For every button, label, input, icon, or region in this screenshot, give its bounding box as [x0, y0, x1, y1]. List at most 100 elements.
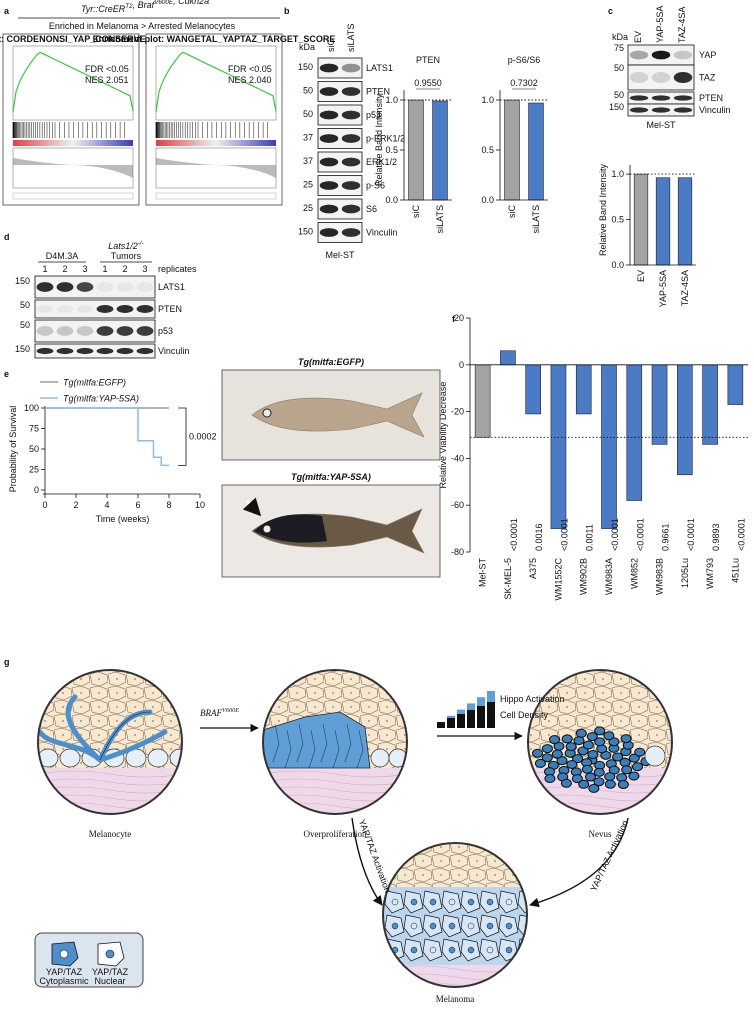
y-tick-label: 1.0: [385, 95, 398, 105]
kda-marker: 150: [15, 276, 30, 286]
nevus-cell: [573, 736, 585, 746]
x-tick-label: WM983B: [655, 558, 665, 595]
lane-label: YAP-5SA: [655, 6, 665, 43]
blot-label: TAZ: [699, 73, 716, 83]
x-tick-label: A375: [528, 558, 538, 579]
bar: [677, 177, 693, 266]
gsea-fdr: FDR <0.05: [228, 64, 272, 74]
blot-label: PTEN: [366, 87, 390, 97]
bar: [408, 99, 424, 201]
x-axis-label: Time (weeks): [96, 514, 150, 524]
nucleus: [429, 898, 437, 906]
genotype-part: , Cdkn2a: [173, 0, 209, 6]
nevus-cell: [565, 742, 577, 752]
blot-band: [36, 347, 54, 355]
hippo-icon-bar: [487, 691, 495, 702]
kda-marker: 150: [298, 62, 313, 72]
density-icon-bar: [447, 718, 455, 728]
blot-band: [319, 204, 339, 214]
blot-band: [116, 282, 134, 292]
blot-row: [34, 299, 156, 319]
nevus-cell: [544, 774, 556, 784]
tissue: [263, 670, 407, 814]
blot-band: [76, 282, 94, 292]
nevus-cell: [628, 753, 640, 763]
blot-label: YAP: [699, 50, 716, 60]
blot-band: [319, 87, 339, 96]
fish-eye: [262, 408, 272, 418]
blot-band: [673, 72, 693, 83]
melanoma-cell: [517, 890, 527, 914]
gsea-subtitle: Enriched in Melanoma > Arrested Melanocy…: [49, 21, 236, 31]
curved-arrow: [529, 817, 629, 908]
nucleus: [467, 898, 475, 906]
stage-label: Melanocyte: [89, 829, 131, 839]
stage-label: Overproliferation: [304, 829, 367, 839]
blot-label: PTEN: [158, 304, 182, 314]
x-tick-label: WM793: [705, 558, 715, 589]
blot-label: Vinculin: [158, 346, 189, 356]
blot-row: [317, 175, 363, 196]
blot-band: [56, 282, 74, 292]
gsea-lower-frame: [155, 147, 277, 189]
blot-band: [76, 326, 94, 336]
y-tick-label: 0: [34, 485, 39, 495]
blot-label: S6: [366, 204, 377, 214]
gsea-panel: [2, 33, 140, 206]
lane-label: siC: [326, 39, 336, 52]
tissue: [383, 843, 527, 987]
nevus-cell: [572, 754, 584, 764]
y-tick-label: 50: [29, 444, 39, 454]
blot-row: [317, 222, 363, 243]
arrow-indicator: [242, 497, 262, 517]
kda-marker: 50: [303, 109, 313, 119]
bar: [651, 364, 668, 445]
basal-cell: [59, 748, 81, 768]
nevus-cell: [541, 744, 553, 754]
nucleus: [486, 922, 494, 930]
nucleus: [505, 922, 513, 930]
panel-letter: g: [4, 657, 10, 667]
blot-band: [319, 181, 339, 190]
kda-marker: 75: [614, 43, 624, 53]
bar: [500, 350, 516, 366]
blot-band: [136, 347, 154, 355]
gsea-lower-frame: [12, 147, 134, 189]
nucleus: [448, 946, 456, 954]
x-tick-label: EV: [636, 270, 646, 282]
panel-letter: b: [284, 6, 290, 16]
x-tick-label: 1205Lu: [680, 558, 690, 588]
nevus-cell: [628, 771, 640, 781]
nevus-cell: [619, 757, 631, 767]
blot-band: [319, 157, 339, 167]
x-tick-label: WM983A: [604, 558, 614, 595]
kda-marker: 150: [298, 227, 313, 237]
gsea-legend-strip: [12, 192, 134, 200]
gsea-nes: NES 2.051: [85, 75, 129, 85]
panel-letter: a: [4, 6, 10, 16]
cell-outline: [344, 723, 352, 763]
x-tick-label: 6: [135, 500, 140, 510]
bar: [677, 364, 693, 476]
blot-band: [56, 347, 74, 355]
basal-cell: [38, 748, 59, 768]
dermis-fiber: [38, 778, 182, 786]
blot-band: [96, 326, 114, 336]
blot-label: Vinculin: [699, 105, 730, 115]
gsea-header: Enrichment plot: WANGETAL_YAPTAZ_TARGET_…: [93, 34, 336, 44]
bar: [626, 364, 643, 501]
tissue-outline: [37, 669, 183, 815]
kda-marker: 50: [614, 63, 624, 73]
kda-marker: 50: [614, 90, 624, 100]
x-tick-label: 451Lu: [730, 558, 740, 583]
y-tick-label: 25: [29, 465, 39, 475]
nevus-cell: [571, 774, 583, 784]
blot-band: [341, 204, 361, 214]
bar: [575, 364, 592, 415]
kda-marker: 50: [20, 320, 30, 330]
blot-band: [341, 87, 361, 96]
y-tick-label: 0.5: [481, 145, 494, 155]
blot-label: p-ERK1/2: [366, 134, 405, 144]
x-tick-label: 0: [42, 500, 47, 510]
kda-unit: kDa: [299, 42, 315, 52]
